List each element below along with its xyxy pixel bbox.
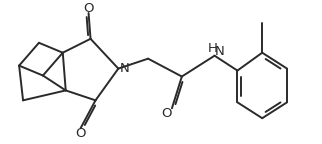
Text: H: H xyxy=(208,42,218,55)
Text: N: N xyxy=(215,45,224,58)
Text: O: O xyxy=(83,2,94,15)
Text: O: O xyxy=(75,127,86,140)
Text: O: O xyxy=(162,107,172,120)
Text: N: N xyxy=(119,62,129,75)
